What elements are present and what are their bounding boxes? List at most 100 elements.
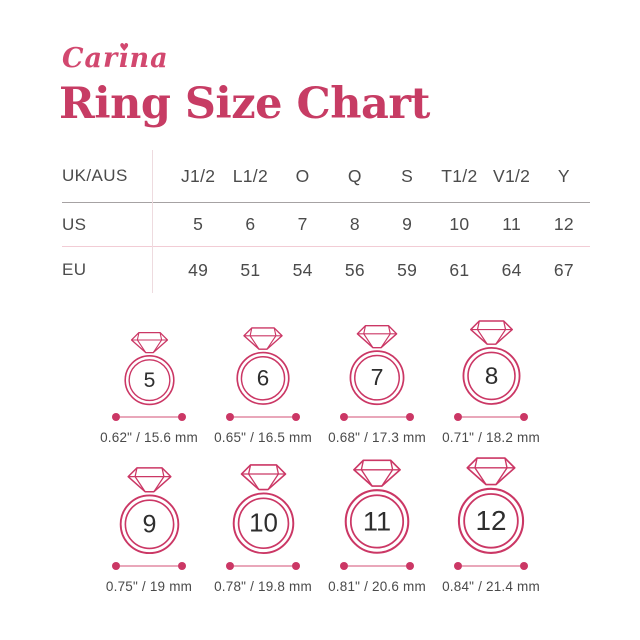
- measure-dot-right: [520, 413, 528, 421]
- us-size-cell: 5: [193, 214, 204, 234]
- ring-icon: 9: [119, 466, 179, 555]
- ring-icon: 8: [462, 320, 520, 405]
- diameter-measure-line: [454, 562, 528, 570]
- measure-dot-right: [178, 562, 186, 570]
- measure-dot-right: [406, 413, 414, 421]
- brand-logo-text-pre: Car: [62, 43, 119, 74]
- ring-size-item-7: 7 0.68" / 17.3 mm: [320, 318, 434, 445]
- ring-size-item-6: 6 0.65" / 16.5 mm: [206, 318, 320, 445]
- measure-dot-right: [406, 562, 414, 570]
- diameter-measure-line: [112, 562, 186, 570]
- ring-icon: 10: [232, 463, 294, 555]
- ring-size-number: 7: [371, 364, 384, 390]
- measure-dot-right: [520, 562, 528, 570]
- table-row-eu: EU 49 51 54 56 59 61 64 67: [62, 247, 590, 293]
- brand-logo: Carı ♥ na: [62, 41, 640, 76]
- us-size-cell: 8: [349, 214, 360, 234]
- us-size-cell: 6: [245, 214, 256, 234]
- measure-line: [120, 416, 178, 418]
- eu-size-cell: 64: [501, 259, 522, 280]
- diameter-label: 0.62" / 15.6 mm: [100, 430, 198, 445]
- us-size-cell: 10: [449, 214, 470, 234]
- diameter-measure-line: [340, 562, 414, 570]
- diameter-label: 0.71" / 18.2 mm: [442, 430, 540, 445]
- eu-size-cell: 51: [240, 259, 261, 280]
- rings-row-2: 9 0.75" / 19 mm 10 0.78" / 19.8 mm: [92, 455, 548, 594]
- ring-size-number: 5: [143, 369, 155, 392]
- heart-icon: ♥: [119, 41, 130, 54]
- uk-size-cell: V1/2: [493, 165, 531, 186]
- measure-dot-left: [112, 413, 120, 421]
- diameter-measure-line: [454, 413, 528, 421]
- measure-line: [234, 416, 292, 418]
- measure-dot-left: [226, 413, 234, 421]
- diameter-label: 0.75" / 19 mm: [105, 579, 193, 594]
- measure-dot-left: [454, 413, 462, 421]
- measure-dot-left: [112, 562, 120, 570]
- us-size-cell: 11: [502, 214, 522, 234]
- ring-size-item-9: 9 0.75" / 19 mm: [92, 455, 206, 594]
- diameter-label: 0.84" / 21.4 mm: [442, 579, 540, 594]
- brand-logo-text-post: na: [129, 43, 169, 74]
- measure-dot-left: [340, 413, 348, 421]
- ring-size-item-10: 10 0.78" / 19.8 mm: [206, 455, 320, 594]
- ring-size-item-8: 8 0.71" / 18.2 mm: [434, 318, 548, 445]
- uk-size-cell: Y: [557, 165, 570, 186]
- table-row-uk-aus: UK/AUS J1/2 L1/2 O Q S T1/2 V1/2 Y: [62, 150, 590, 203]
- measure-line: [120, 565, 178, 567]
- ring-size-number: 11: [363, 505, 391, 536]
- row-label-us: US: [62, 214, 87, 234]
- us-size-cell: 7: [297, 214, 308, 234]
- diameter-measure-line: [226, 562, 300, 570]
- measure-dot-right: [292, 562, 300, 570]
- uk-size-cell: O: [295, 165, 310, 186]
- measure-dot-left: [454, 562, 462, 570]
- eu-size-cell: 59: [397, 259, 418, 280]
- ring-size-item-5: 5 0.62" / 15.6 mm: [92, 318, 206, 445]
- row-label-eu: EU: [62, 260, 87, 279]
- measure-line: [348, 565, 406, 567]
- diameter-measure-line: [112, 413, 186, 421]
- measure-dot-right: [292, 413, 300, 421]
- us-size-cell: 12: [553, 214, 574, 234]
- eu-size-cell: 54: [292, 259, 313, 280]
- ring-size-number: 8: [484, 363, 498, 390]
- uk-size-cell: T1/2: [441, 165, 478, 186]
- ring-icon: 5: [123, 331, 175, 406]
- eu-size-cell: 56: [344, 259, 365, 280]
- table-row-us: US 5 6 7 8 9 10 11 12: [62, 203, 590, 247]
- table-vertical-divider: [152, 150, 153, 293]
- eu-size-cell: 49: [188, 259, 209, 280]
- row-label-uk-aus: UK/AUS: [62, 166, 128, 185]
- size-conversion-table: UK/AUS J1/2 L1/2 O Q S T1/2 V1/2 Y US 5 …: [62, 150, 590, 293]
- uk-size-cell: Q: [347, 165, 362, 186]
- diameter-label: 0.78" / 19.8 mm: [214, 579, 312, 594]
- eu-size-cell: 61: [449, 259, 470, 280]
- rings-row-1: 5 0.62" / 15.6 mm 6 0.65" / 16.5 mm: [92, 318, 548, 445]
- ring-size-number: 12: [475, 505, 506, 536]
- uk-size-cell: L1/2: [232, 165, 268, 186]
- ring-size-number: 10: [249, 510, 278, 538]
- diameter-label: 0.68" / 17.3 mm: [328, 430, 426, 445]
- measure-dot-left: [226, 562, 234, 570]
- brand-logo-i: ı ♥: [118, 41, 129, 76]
- ring-icon: 11: [344, 459, 410, 554]
- measure-line: [462, 565, 520, 567]
- eu-size-cell: 67: [553, 259, 574, 280]
- ring-icon: 7: [349, 324, 405, 406]
- measure-line: [348, 416, 406, 418]
- page-title: Ring Size Chart: [59, 79, 430, 129]
- diameter-measure-line: [340, 413, 414, 421]
- diameter-label: 0.81" / 20.6 mm: [328, 579, 426, 594]
- measure-line: [234, 565, 292, 567]
- measure-dot-right: [178, 413, 186, 421]
- measure-dot-left: [340, 562, 348, 570]
- ring-size-item-12: 12 0.84" / 21.4 mm: [434, 455, 548, 594]
- diameter-label: 0.65" / 16.5 mm: [214, 430, 312, 445]
- diameter-measure-line: [226, 413, 300, 421]
- ring-size-number: 6: [257, 366, 269, 391]
- uk-size-cell: J1/2: [180, 165, 216, 186]
- ring-size-item-11: 11 0.81" / 20.6 mm: [320, 455, 434, 594]
- us-size-cell: 9: [402, 214, 413, 234]
